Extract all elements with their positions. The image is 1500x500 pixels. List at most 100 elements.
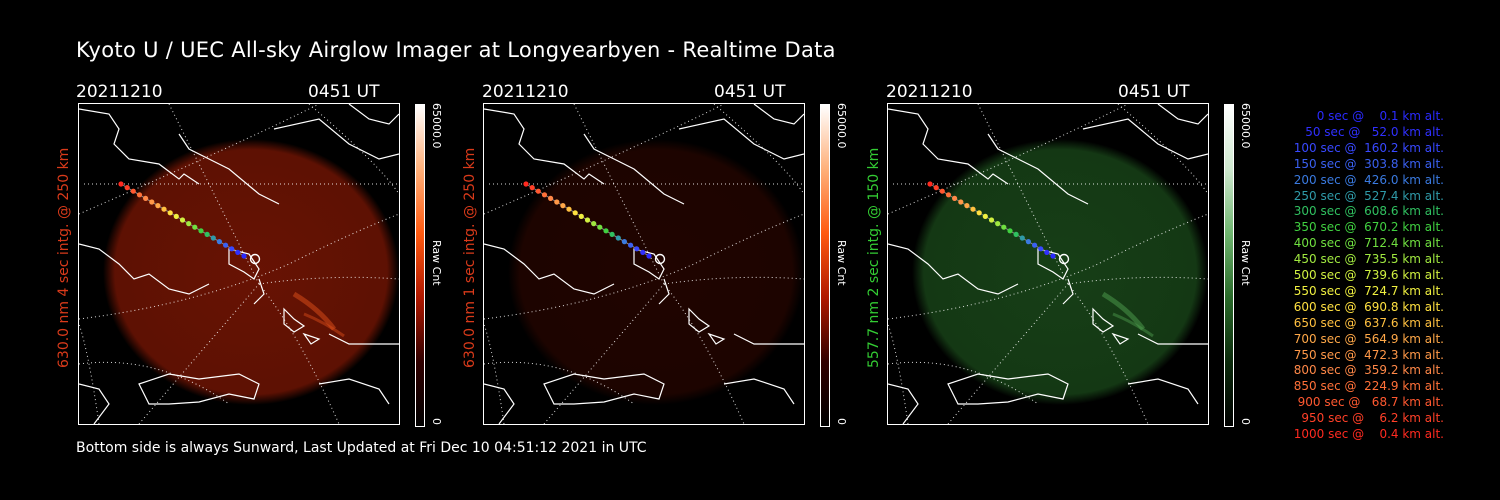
panel-3-date: 20211210 <box>886 82 973 102</box>
trajectory-point <box>192 224 198 230</box>
coastline <box>1137 333 1208 345</box>
trajectory-point <box>136 192 143 198</box>
panel-1-map <box>79 104 399 424</box>
page-title: Kyoto U / UEC All-sky Airglow Imager at … <box>76 38 836 62</box>
legend-row: 0 sec @ 0.1 km alt. <box>1316 109 1444 123</box>
trajectory-point <box>939 188 945 194</box>
aurora-streak <box>292 291 336 331</box>
coastline <box>484 108 605 185</box>
grid-line <box>484 323 505 424</box>
trajectory-point <box>560 203 566 209</box>
grid-line <box>888 213 1208 320</box>
legend-row: 400 sec @ 712.4 km alt. <box>1293 236 1444 251</box>
trajectory-point <box>161 206 167 212</box>
coastline <box>1062 278 1074 305</box>
trajectory-point <box>646 253 652 259</box>
panel-3-cbar-max: 65000.0 <box>1239 103 1252 149</box>
coastline <box>947 373 1069 405</box>
grid-line <box>888 323 909 424</box>
coastline <box>723 378 795 405</box>
coastline <box>79 243 210 295</box>
coastline <box>79 108 200 185</box>
trajectory-point <box>615 235 621 241</box>
trajectory-point <box>578 213 584 219</box>
coastline <box>273 118 399 160</box>
trajectory-point <box>1038 246 1044 252</box>
trajectory-point <box>640 249 646 255</box>
grid-line <box>258 283 340 424</box>
airglow-sky-disc <box>103 139 399 405</box>
trajectory-point <box>1019 235 1025 241</box>
trajectory-point <box>1013 231 1019 237</box>
trajectory-point <box>964 203 970 209</box>
legend-row: 250 sec @ 527.4 km alt. <box>1293 188 1444 203</box>
coastline <box>888 243 1019 295</box>
coastline <box>888 383 919 424</box>
panel-2-cbar-unit: Raw Cnt <box>835 240 848 286</box>
panel-2-image <box>483 103 805 425</box>
grid-line <box>1067 283 1149 424</box>
coastline <box>688 307 711 333</box>
legend-row: 50 sec @ 52.0 km alt. <box>1305 124 1444 139</box>
legend-row: 350 sec @ 670.2 km alt. <box>1293 220 1444 235</box>
trajectory-point <box>541 192 548 198</box>
trajectory-point <box>223 242 229 248</box>
coastline <box>733 333 804 345</box>
trajectory-point <box>603 228 609 234</box>
trajectory-point <box>976 210 982 216</box>
grid-line <box>1067 276 1208 285</box>
airglow-sky-disc <box>912 139 1208 405</box>
coastline <box>707 332 726 345</box>
panel-1-cbar-max: 65000.0 <box>430 103 443 149</box>
trajectory-point <box>970 206 976 212</box>
trajectory-point <box>982 213 988 219</box>
trajectory-point <box>548 195 554 201</box>
legend-row: 750 sec @ 472.3 km alt. <box>1293 347 1444 362</box>
trajectory-point <box>535 188 541 194</box>
legend-row: 900 sec @ 68.7 km alt. <box>1297 395 1444 410</box>
station-marker <box>1058 253 1070 265</box>
panel-1-cbar-min: 0 <box>430 418 443 425</box>
coastline <box>753 104 804 125</box>
coastline <box>888 108 1009 185</box>
legend-row: 550 sec @ 724.7 km alt. <box>1293 283 1444 298</box>
coastline <box>484 383 515 424</box>
legend-row: 800 sec @ 359.2 km alt. <box>1293 363 1444 378</box>
trajectory-point <box>118 181 124 187</box>
trajectory-point <box>241 253 247 259</box>
legend-row: 850 sec @ 224.9 km alt. <box>1293 379 1444 394</box>
panel-2-wavelength-label: 630.0 nm 1 sec intg. @ 250 km <box>462 147 478 368</box>
trajectory-point <box>554 199 560 205</box>
trajectory-point <box>229 246 235 252</box>
trajectory-point <box>572 210 578 216</box>
coastline <box>253 278 265 305</box>
trajectory-point <box>529 185 535 191</box>
station-marker <box>654 253 666 265</box>
trajectory-point <box>952 195 958 201</box>
trajectory-point <box>566 206 572 212</box>
coastline <box>678 118 804 160</box>
coastline <box>138 373 260 405</box>
trajectory-point <box>995 221 1001 227</box>
trajectory-point <box>958 199 964 205</box>
grid-line <box>663 276 804 285</box>
grid-line <box>79 323 100 424</box>
coastline <box>1037 248 1069 280</box>
grid-line <box>79 213 399 320</box>
coastline <box>302 332 321 345</box>
trajectory-point <box>216 239 222 245</box>
panel-3-map <box>888 104 1208 424</box>
panel-2-date: 20211210 <box>482 82 569 102</box>
aurora-streak <box>303 312 345 338</box>
coastline <box>1092 307 1115 333</box>
trajectory-point <box>155 203 161 209</box>
legend-row: 500 sec @ 739.6 km alt. <box>1293 268 1444 282</box>
legend-row: 700 sec @ 564.9 km alt. <box>1293 331 1444 346</box>
legend-row: 950 sec @ 6.2 km alt. <box>1301 411 1444 426</box>
panel-2-map <box>484 104 804 424</box>
trajectory-point <box>628 242 634 248</box>
legend-row: 450 sec @ 735.5 km alt. <box>1293 252 1444 267</box>
trajectory-point <box>584 217 591 223</box>
coastline <box>987 133 1089 205</box>
coastline <box>318 378 390 405</box>
